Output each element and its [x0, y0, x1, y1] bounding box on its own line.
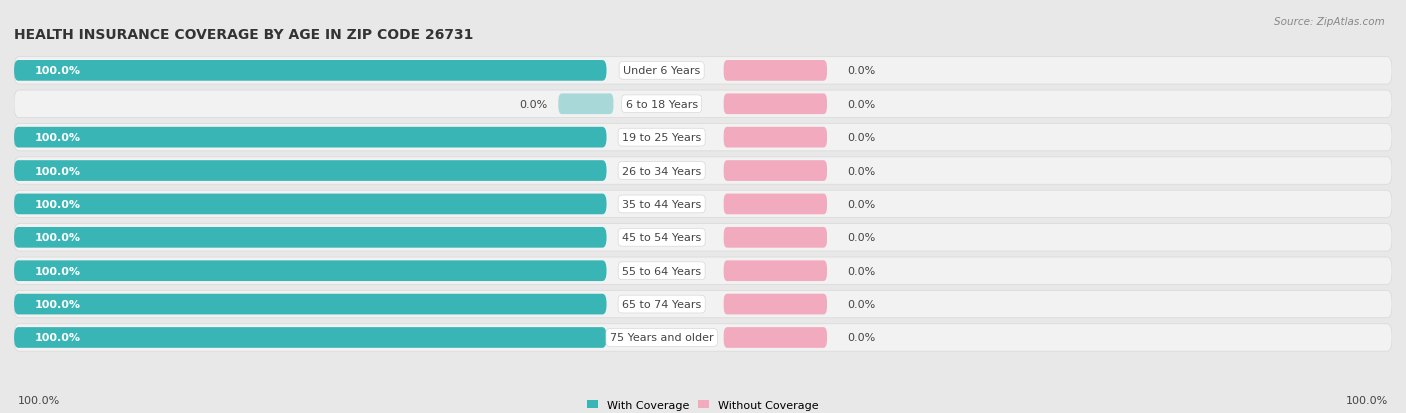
Text: Source: ZipAtlas.com: Source: ZipAtlas.com	[1274, 17, 1385, 26]
FancyBboxPatch shape	[724, 61, 827, 81]
FancyBboxPatch shape	[724, 294, 827, 315]
FancyBboxPatch shape	[14, 61, 606, 81]
FancyBboxPatch shape	[14, 224, 1392, 252]
FancyBboxPatch shape	[14, 91, 1392, 118]
FancyBboxPatch shape	[14, 328, 606, 348]
FancyBboxPatch shape	[14, 294, 606, 315]
FancyBboxPatch shape	[14, 128, 606, 148]
FancyBboxPatch shape	[14, 291, 1392, 318]
FancyBboxPatch shape	[14, 257, 1392, 285]
Text: 100.0%: 100.0%	[35, 133, 80, 143]
Text: 0.0%: 0.0%	[848, 199, 876, 209]
FancyBboxPatch shape	[724, 194, 827, 215]
Text: 100.0%: 100.0%	[35, 233, 80, 243]
Text: 100.0%: 100.0%	[35, 66, 80, 76]
Text: Under 6 Years: Under 6 Years	[623, 66, 700, 76]
Text: HEALTH INSURANCE COVERAGE BY AGE IN ZIP CODE 26731: HEALTH INSURANCE COVERAGE BY AGE IN ZIP …	[14, 28, 474, 41]
FancyBboxPatch shape	[724, 261, 827, 281]
Text: 0.0%: 0.0%	[848, 299, 876, 309]
Text: 100.0%: 100.0%	[35, 266, 80, 276]
Text: 65 to 74 Years: 65 to 74 Years	[621, 299, 702, 309]
Text: 26 to 34 Years: 26 to 34 Years	[621, 166, 702, 176]
FancyBboxPatch shape	[14, 228, 606, 248]
FancyBboxPatch shape	[724, 94, 827, 115]
Text: 45 to 54 Years: 45 to 54 Years	[621, 233, 702, 243]
FancyBboxPatch shape	[724, 228, 827, 248]
FancyBboxPatch shape	[14, 324, 1392, 351]
Text: 75 Years and older: 75 Years and older	[610, 333, 713, 343]
Text: 0.0%: 0.0%	[848, 233, 876, 243]
FancyBboxPatch shape	[558, 94, 613, 115]
Text: 0.0%: 0.0%	[848, 333, 876, 343]
Text: 0.0%: 0.0%	[848, 166, 876, 176]
FancyBboxPatch shape	[14, 57, 1392, 85]
FancyBboxPatch shape	[14, 157, 1392, 185]
Text: 100.0%: 100.0%	[35, 199, 80, 209]
FancyBboxPatch shape	[14, 194, 606, 215]
FancyBboxPatch shape	[14, 161, 606, 181]
FancyBboxPatch shape	[724, 328, 827, 348]
Text: 100.0%: 100.0%	[35, 299, 80, 309]
Text: 6 to 18 Years: 6 to 18 Years	[626, 100, 697, 109]
FancyBboxPatch shape	[14, 124, 1392, 152]
Text: 100.0%: 100.0%	[1346, 395, 1388, 405]
FancyBboxPatch shape	[14, 261, 606, 281]
Text: 0.0%: 0.0%	[848, 100, 876, 109]
Text: 100.0%: 100.0%	[18, 395, 60, 405]
FancyBboxPatch shape	[724, 161, 827, 181]
Text: 100.0%: 100.0%	[35, 166, 80, 176]
FancyBboxPatch shape	[724, 128, 827, 148]
Text: 55 to 64 Years: 55 to 64 Years	[621, 266, 702, 276]
Text: 0.0%: 0.0%	[519, 100, 547, 109]
Legend: With Coverage, Without Coverage: With Coverage, Without Coverage	[588, 399, 818, 410]
Text: 35 to 44 Years: 35 to 44 Years	[621, 199, 702, 209]
Text: 0.0%: 0.0%	[848, 66, 876, 76]
Text: 0.0%: 0.0%	[848, 266, 876, 276]
Text: 0.0%: 0.0%	[848, 133, 876, 143]
Text: 19 to 25 Years: 19 to 25 Years	[621, 133, 702, 143]
FancyBboxPatch shape	[14, 191, 1392, 218]
Text: 100.0%: 100.0%	[35, 333, 80, 343]
